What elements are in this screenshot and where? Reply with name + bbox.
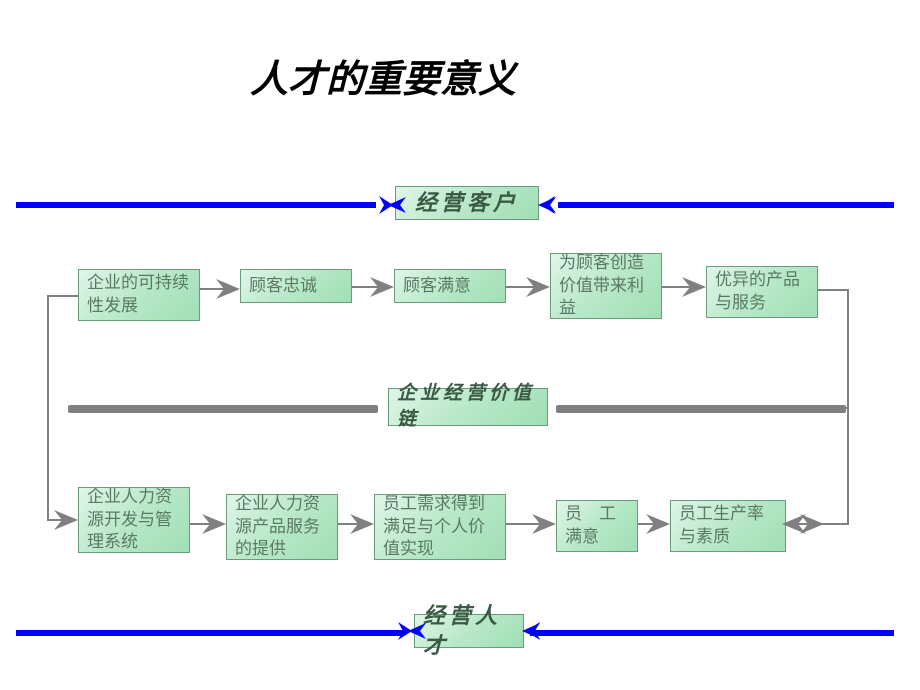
node-n2: 顾客忠诚 bbox=[240, 269, 352, 303]
page-title: 人才的重要意义 bbox=[250, 48, 516, 103]
node-n5: 优异的产品与服务 bbox=[706, 266, 818, 318]
node-n3: 顾客满意 bbox=[394, 269, 506, 303]
blue-bar-1 bbox=[558, 202, 894, 208]
header-talent: 经营人才 bbox=[414, 614, 524, 648]
blue-bar-2 bbox=[16, 630, 404, 636]
node-m3: 员工需求得到满足与个人价值实现 bbox=[374, 494, 506, 560]
gray-bar-1 bbox=[556, 405, 846, 413]
blue-bar-3 bbox=[530, 630, 894, 636]
blue-bar-0 bbox=[16, 202, 376, 208]
node-n4: 为顾客创造价值带来利益 bbox=[550, 253, 662, 319]
header-customer: 经营客户 bbox=[395, 186, 539, 220]
node-m1: 企业人力资源开发与管理系统 bbox=[78, 487, 190, 553]
node-m2: 企业人力资源产品服务的提供 bbox=[226, 494, 338, 560]
gray-bar-0 bbox=[68, 405, 378, 413]
node-m5: 员工生产率与素质 bbox=[670, 500, 786, 552]
node-m4: 员 工满意 bbox=[556, 500, 638, 552]
connectors-layer bbox=[0, 0, 920, 690]
header-valuechain: 企业经营价值链 bbox=[388, 388, 548, 426]
node-n1: 企业的可持续性发展 bbox=[78, 269, 200, 321]
